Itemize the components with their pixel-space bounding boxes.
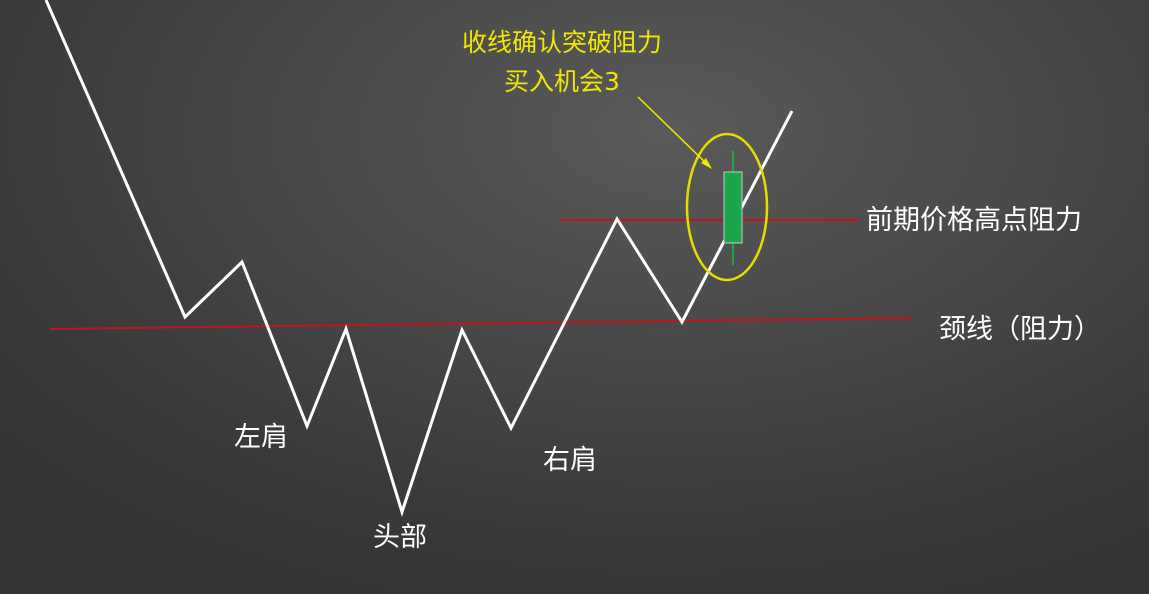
breakout-candle-body <box>723 171 743 244</box>
neckline-label: 颈线（阻力） <box>939 314 1101 345</box>
left-shoulder-label: 左肩 <box>234 422 288 453</box>
annotation-arrow <box>637 96 708 165</box>
highlight-ellipse <box>685 132 769 282</box>
prior-high-label: 前期价格高点阻力 <box>866 205 1082 236</box>
annotation-line-1: 收线确认突破阻力 <box>462 28 662 57</box>
annotation-line-2: 买入机会3 <box>504 67 620 96</box>
head-label: 头部 <box>373 522 427 553</box>
neckline-line <box>49 317 913 330</box>
right-shoulder-label: 右肩 <box>543 445 597 476</box>
annotation-arrow-head <box>701 158 712 169</box>
price-path <box>44 0 794 517</box>
